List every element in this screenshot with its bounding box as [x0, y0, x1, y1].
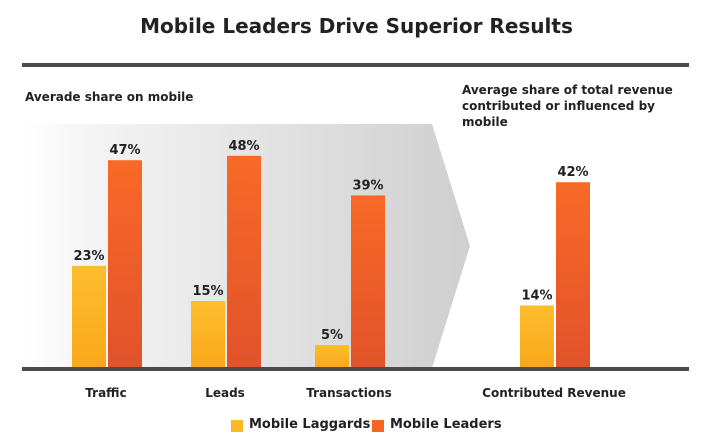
data-label: 5% — [321, 328, 343, 343]
left-section-label: Averade share on mobile — [25, 90, 194, 104]
chart-title: Mobile Leaders Drive Superior Results — [140, 14, 573, 38]
legend-label-leaders: Mobile Leaders — [390, 417, 502, 432]
data-label: 15% — [192, 284, 223, 299]
data-label: 42% — [557, 165, 588, 180]
data-label: 39% — [352, 178, 383, 193]
baseline-axis — [22, 367, 689, 371]
category-label: Traffic — [85, 386, 126, 400]
bar-laggards-traffic — [72, 265, 106, 367]
bar-leaders-contributed-revenue — [556, 182, 590, 367]
right-section-label: Average share of total revenue contribut… — [462, 83, 673, 129]
legend-swatch-leaders — [372, 420, 384, 432]
data-label: 48% — [228, 139, 259, 154]
data-label: 23% — [73, 249, 104, 264]
bar-leaders-transactions — [351, 195, 385, 367]
bar-laggards-leads — [191, 301, 225, 367]
bar-laggards-contributed-revenue — [520, 305, 554, 367]
data-label: 47% — [109, 143, 140, 158]
category-label: Transactions — [306, 386, 392, 400]
bar-laggards-transactions — [315, 345, 349, 367]
bar-leaders-traffic — [108, 160, 142, 367]
bar-leaders-leads — [227, 155, 261, 367]
category-label: Contributed Revenue — [482, 386, 626, 400]
top-divider — [22, 63, 689, 67]
legend-label-laggards: Mobile Laggards — [249, 417, 371, 432]
legend-swatch-laggards — [231, 420, 243, 432]
category-label: Leads — [205, 386, 245, 400]
data-label: 14% — [521, 288, 552, 303]
